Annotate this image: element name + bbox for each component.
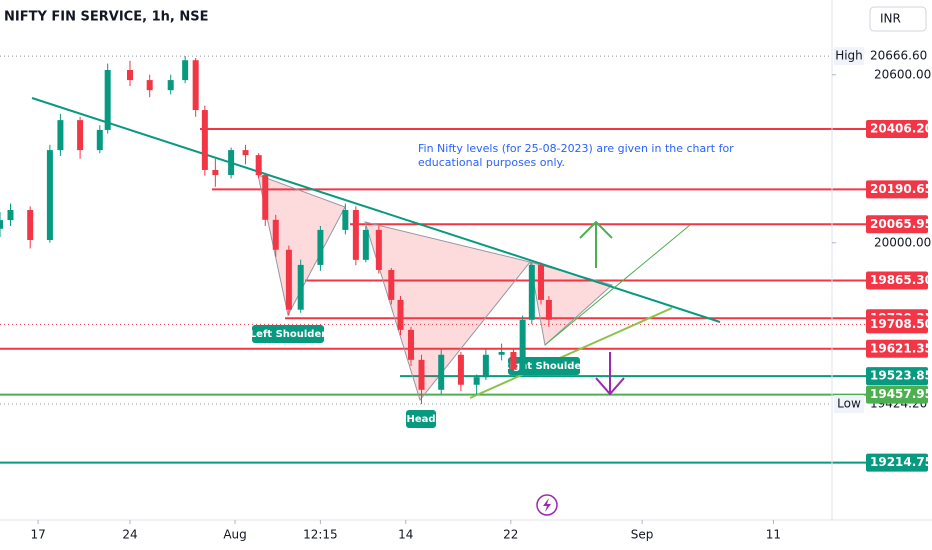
- candle-body: [388, 269, 395, 300]
- level-label-box: [866, 180, 928, 199]
- annotation-box: [252, 325, 324, 343]
- level-label: 20190.65: [870, 182, 932, 196]
- level-label: 20406.20: [870, 122, 932, 136]
- x-tick-label: 12:15: [303, 528, 338, 542]
- trendline: [31, 97, 721, 323]
- down-arrow: [595, 352, 625, 396]
- x-tick-label: Aug: [223, 528, 246, 542]
- level-label-box: [866, 315, 928, 334]
- level-label-box: [866, 271, 928, 290]
- candle-body: [418, 359, 425, 390]
- chart-title: NIFTY FIN SERVICE, 1h, NSE: [4, 10, 208, 25]
- lightning-icon[interactable]: [543, 498, 551, 512]
- candle-body: [0, 220, 3, 229]
- annotation-box: [508, 357, 580, 375]
- lightning-icon[interactable]: [536, 494, 558, 516]
- y-tick-label: 20000.00: [874, 235, 931, 249]
- level-label: 20065.95: [870, 217, 932, 231]
- candle-body: [46, 150, 53, 240]
- level-label-box: [866, 339, 928, 358]
- extreme-name: Low: [837, 397, 861, 411]
- candle-body: [498, 351, 505, 355]
- candle-body: [272, 219, 279, 250]
- currency-button[interactable]: [869, 6, 927, 32]
- y-tick-label: 20600.00: [874, 67, 931, 81]
- candle-body: [438, 354, 445, 390]
- x-tick-label: 24: [122, 528, 137, 542]
- candle-body: [510, 351, 517, 370]
- candle-body: [352, 210, 359, 260]
- candle-body: [57, 120, 64, 151]
- candle-body: [212, 169, 219, 176]
- candle-body: [362, 229, 369, 260]
- candle-body: [519, 319, 526, 370]
- level-label-box: [866, 453, 928, 472]
- candle-body: [146, 80, 153, 91]
- candle-body: [457, 354, 464, 385]
- candle-body: [297, 264, 304, 310]
- candle-body: [482, 354, 489, 378]
- candle-body: [375, 229, 382, 270]
- candle-body: [317, 229, 324, 265]
- x-tick-label: 14: [398, 528, 413, 542]
- candle-body: [342, 210, 349, 230]
- candle-body: [104, 70, 111, 130]
- annotation: Left Shoulder: [250, 329, 326, 340]
- level-label-box: [866, 120, 928, 139]
- candle-body: [538, 264, 545, 300]
- candle-body: [545, 299, 552, 320]
- level-label: 19865.30: [870, 273, 932, 287]
- candle-body: [167, 80, 174, 91]
- extreme-name-box: [834, 395, 864, 414]
- candle-body: [397, 299, 404, 330]
- level-label-box: [866, 385, 928, 404]
- candle-body: [127, 70, 133, 81]
- level-label: 19523.85: [870, 369, 932, 383]
- candle-body: [7, 210, 14, 221]
- level-label: 19708.50: [870, 317, 932, 331]
- extreme-value: 20666.60: [870, 49, 927, 63]
- x-tick-label: 17: [30, 528, 45, 542]
- level-label-box: [866, 367, 928, 386]
- x-tick-label: 11: [766, 528, 781, 542]
- candle-body: [473, 377, 480, 385]
- candle-body: [528, 264, 535, 320]
- level-label: 19621.35: [870, 341, 932, 355]
- trendline: [544, 224, 691, 346]
- level-label: 19214.75: [870, 455, 932, 469]
- candle-body: [408, 329, 415, 360]
- level-label: 19457.95: [870, 387, 932, 401]
- extreme-name: High: [835, 49, 863, 63]
- note: educational purposes only.: [418, 156, 565, 169]
- annotation-box: [406, 410, 436, 428]
- level-label-box: [866, 215, 928, 234]
- candle-body: [242, 150, 249, 156]
- candle-body: [228, 150, 235, 176]
- up-arrow: [579, 220, 613, 268]
- candle-body: [262, 175, 269, 220]
- currency-label[interactable]: INR: [880, 12, 901, 26]
- pattern-area: [364, 221, 531, 402]
- extreme-name-box: [834, 47, 864, 66]
- annotation: Head: [406, 414, 435, 425]
- candle-body: [96, 129, 103, 151]
- x-tick-label: 22: [503, 528, 518, 542]
- candle-body: [255, 155, 262, 176]
- candle-body: [182, 60, 189, 81]
- candle-body: [192, 60, 199, 111]
- trendline: [469, 307, 673, 399]
- x-tick-label: Sep: [631, 528, 654, 542]
- candle-body: [201, 110, 208, 170]
- candle-body: [285, 249, 292, 310]
- candle-body: [77, 120, 84, 151]
- candle-body: [27, 210, 34, 240]
- note: Fin Nifty levels (for 25-08-2023) are gi…: [418, 142, 734, 155]
- annotation: Right Shoulder: [502, 361, 586, 372]
